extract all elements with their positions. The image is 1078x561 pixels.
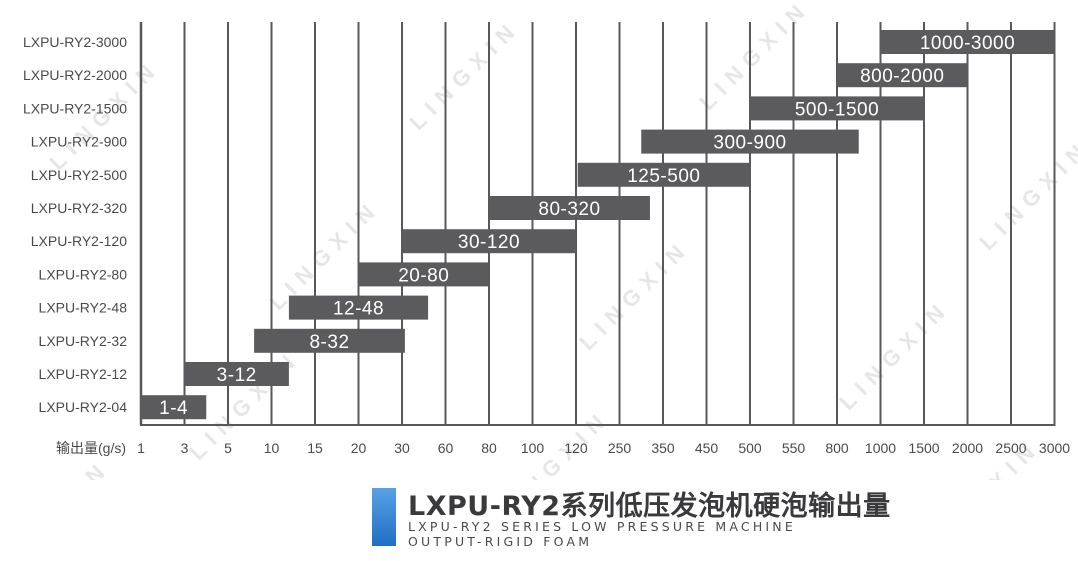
chart-subtitle-line-2: OUTPUT-RIGID FOAM (408, 534, 593, 549)
bar-value-label: 1-4 (159, 398, 188, 419)
watermark-text: LINGXIN (575, 235, 695, 355)
bar-value-label: 1000-3000 (920, 33, 1015, 54)
x-tick-label: 20 (351, 440, 367, 456)
x-tick-label: 550 (782, 440, 806, 456)
range-bar (880, 30, 1055, 54)
x-axis-ticks: 1 3 5 10 15 20 30 60 80 100 120 250 350 450 500 550 800 1… (137, 440, 1070, 456)
category-label: LXPU-RY2-32 (39, 333, 128, 349)
x-tick-label: 30 (394, 440, 410, 456)
title-accent-bar (372, 488, 396, 546)
watermark-text: LINGXIN (495, 405, 615, 480)
x-tick-label: 2500 (995, 440, 1026, 456)
category-label: LXPU-RY2-2000 (23, 67, 127, 83)
x-tick-label: 5 (224, 440, 232, 456)
x-tick-label: 2000 (952, 440, 983, 456)
category-label: LXPU-RY2-500 (31, 167, 127, 183)
category-label: LXPU-RY2-120 (31, 233, 127, 249)
x-tick-label: 15 (307, 440, 323, 456)
range-bar (641, 129, 859, 154)
category-label: LXPU-RY2-12 (39, 366, 128, 382)
range-bar (254, 328, 405, 353)
x-tick-label: 80 (481, 440, 497, 456)
bar-value-label: 500-1500 (795, 99, 879, 120)
chart-subtitle-line-1: LXPU-RY2 SERIES LOW PRESSURE MACHINE (408, 519, 796, 534)
category-labels: LXPU-RY2-04 LXPU-RY2-12 LXPU-RY2-32 LXPU-RY… (23, 34, 127, 415)
x-tick-label: 1500 (908, 440, 939, 456)
category-label: LXPU-RY2-320 (31, 200, 127, 216)
category-label: LXPU-RY2-80 (39, 266, 128, 282)
x-tick-label: 60 (438, 440, 454, 456)
range-bar (750, 96, 924, 121)
range-bar (141, 395, 207, 420)
bar-value-label: 30-120 (458, 232, 520, 253)
watermark-text: LINGXIN (835, 295, 955, 415)
range-bar (489, 196, 650, 220)
watermark-text: LINGXIN (405, 15, 525, 135)
x-tick-label: 1 (137, 440, 145, 456)
category-label: LXPU-RY2-04 (39, 399, 128, 415)
category-label: LXPU-RY2-3000 (23, 34, 127, 50)
category-label: LXPU-RY2-900 (31, 134, 127, 150)
watermark-text: LINGXIN (0, 455, 115, 480)
range-bar (402, 229, 576, 254)
watermark-text: LINGXIN (925, 435, 1045, 480)
x-tick-label: 10 (264, 440, 280, 456)
x-tick-label: 250 (608, 440, 632, 456)
chart-title: LXPU-RY2系列低压发泡机硬泡输出量 (408, 491, 891, 522)
x-tick-label: 120 (564, 440, 588, 456)
gridlines (139, 22, 1056, 426)
category-label: LXPU-RY2-48 (39, 300, 128, 316)
x-tick-label: 450 (695, 440, 719, 456)
bars-layer: 1-4 3-12 8-32 12-48 20-80 30-120 80-320 125-500… (141, 30, 1055, 420)
bar-value-label: 125-500 (627, 166, 700, 187)
bar-value-label: 3-12 (217, 365, 257, 386)
bar-value-label: 80-320 (538, 199, 600, 220)
range-bar (577, 162, 750, 187)
x-axis-label: 输出量(g/s) (56, 440, 126, 456)
watermark-text: LINGXIN (975, 135, 1078, 255)
x-tick-label: 350 (651, 440, 675, 456)
range-bar (358, 262, 489, 287)
range-bar (288, 295, 429, 320)
x-tick-label: 3000 (1039, 440, 1070, 456)
range-bar (837, 63, 968, 88)
bar-value-label: 20-80 (398, 265, 449, 286)
category-label: LXPU-RY2-1500 (23, 100, 127, 116)
bar-value-label: 8-32 (309, 332, 349, 353)
x-tick-label: 3 (181, 440, 189, 456)
x-tick-label: 1000 (865, 440, 896, 456)
bar-value-label: 800-2000 (860, 66, 944, 87)
x-tick-label: 100 (521, 440, 545, 456)
range-bar (184, 362, 289, 386)
x-tick-label: 500 (738, 440, 762, 456)
bar-value-label: 12-48 (333, 299, 384, 320)
x-tick-label: 800 (825, 440, 849, 456)
bar-value-label: 300-900 (713, 133, 786, 154)
